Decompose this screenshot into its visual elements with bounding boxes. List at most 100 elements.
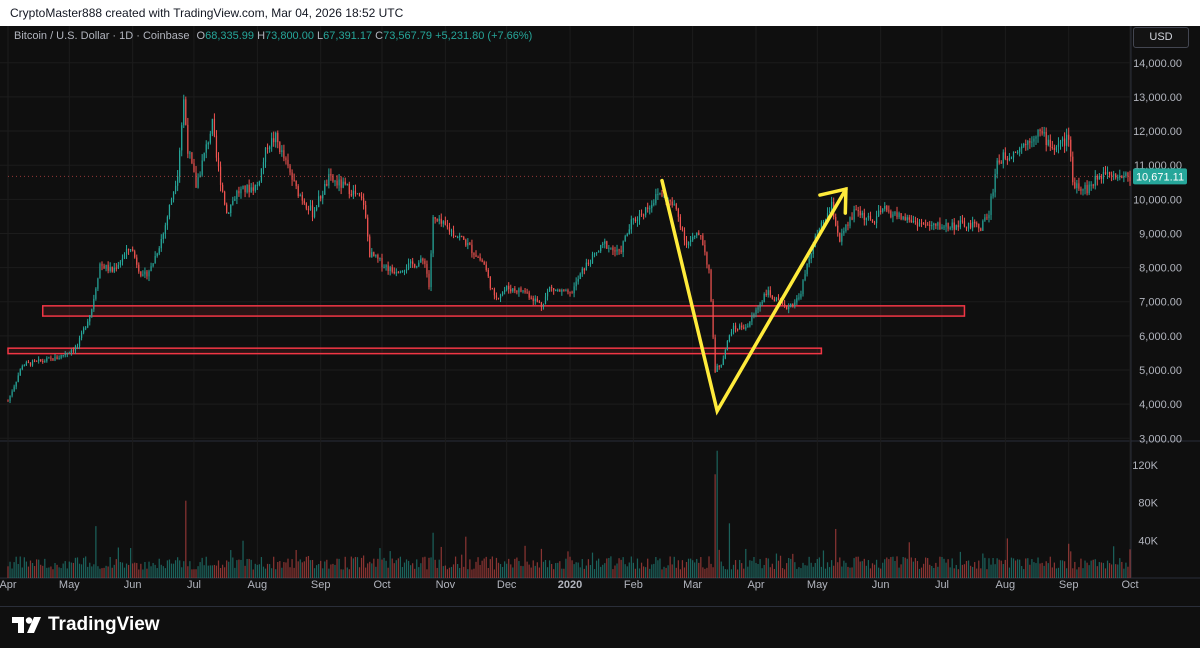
candle-body [955, 225, 957, 230]
candle-body [463, 236, 465, 240]
candle-body [546, 291, 549, 297]
candle-body [602, 243, 604, 245]
volume-bar [865, 565, 867, 578]
candle-body [501, 292, 504, 295]
close-label: C [375, 30, 384, 42]
volume-bar [483, 558, 485, 578]
candle-body [624, 236, 626, 242]
volume-bar [636, 558, 639, 578]
candle-body [929, 224, 931, 226]
volume-bar [332, 563, 334, 578]
volume-bar [632, 562, 634, 578]
volume-bar [708, 556, 710, 578]
volume-bar [365, 567, 367, 578]
candle-body [657, 193, 659, 195]
candle-body [1125, 172, 1127, 177]
candle-body [1035, 136, 1037, 139]
candle-body [258, 181, 260, 186]
volume-bar [976, 568, 978, 578]
candle-body [469, 242, 471, 245]
volume-bar [27, 566, 30, 578]
volume-bar [589, 564, 592, 578]
candle-body [78, 337, 81, 347]
candle-body [528, 292, 530, 298]
volume-bar [1004, 559, 1006, 578]
candle-body [332, 175, 334, 182]
volume-bar [669, 556, 671, 578]
volume-bar [880, 568, 882, 578]
volume-bar [438, 559, 440, 578]
volume-bar [1110, 564, 1113, 578]
volume-bar [195, 569, 197, 578]
candle-body [154, 255, 156, 264]
candle-body [119, 261, 122, 265]
candle-body [29, 362, 32, 366]
candle-body [367, 217, 369, 237]
volume-bar [236, 560, 238, 578]
candle-body [440, 218, 442, 224]
candle-body [89, 315, 91, 322]
volume-bar [228, 561, 230, 578]
candle-body [275, 132, 277, 143]
volume-bar [812, 566, 814, 578]
volume-bar [820, 566, 823, 578]
currency-button[interactable]: USD [1133, 27, 1189, 48]
candle-body [565, 290, 567, 292]
volume-bar [831, 560, 833, 578]
candle-body [207, 142, 209, 145]
volume-bar [730, 569, 733, 578]
volume-bar [990, 564, 992, 578]
candle-body [1082, 189, 1084, 191]
low-value: 67,391.17 [323, 30, 373, 42]
volume-bar [663, 566, 665, 578]
candle-body [170, 199, 173, 205]
volume-bar [375, 566, 377, 578]
candle-body [959, 220, 961, 228]
candle-body [414, 264, 416, 268]
volume-bar [224, 567, 226, 578]
volume-bar [344, 556, 346, 578]
volume-bar [426, 569, 428, 578]
volume-bar [1090, 560, 1092, 578]
candle-body [72, 350, 75, 352]
tradingview-logo[interactable]: TradingView [12, 614, 160, 636]
candle-body [471, 244, 473, 254]
candle-body [865, 217, 867, 221]
candle-body [1053, 148, 1055, 150]
volume-bar [673, 556, 675, 578]
volume-bar [340, 569, 342, 578]
volume-bar [285, 562, 287, 578]
candle-body [504, 289, 506, 293]
chart-area[interactable]: 14,000.00 13,000.00 12,000.00 11,000.00 10,0… [0, 26, 1200, 606]
volume-bar [136, 563, 138, 578]
price-chart[interactable]: 14,000.0013,000.0012,000.0011,000.0010,0… [0, 26, 1200, 606]
candle-body [953, 222, 955, 230]
candle-body [575, 281, 577, 287]
symbol-legend[interactable]: Bitcoin / U.S. Dollar · 1D · Coinbase O6… [14, 30, 532, 42]
candle-body [152, 263, 154, 267]
candle-body [64, 354, 66, 356]
volume-bar [1113, 546, 1115, 578]
candle-body [336, 180, 338, 186]
candle-body [863, 212, 865, 221]
volume-tick-label: 80K [1138, 498, 1158, 510]
volume-bar [598, 558, 600, 578]
volume-bar [197, 566, 199, 578]
last-price-text: 10,671.11 [1136, 171, 1184, 183]
volume-bar [230, 550, 232, 578]
volume-bar [401, 567, 404, 578]
volume-bar [514, 558, 516, 578]
time-axis[interactable]: Apr May Jun Jul Aug Sep Oct Nov Dec 2020 Feb Mar Apr… [0, 579, 1139, 591]
volume-bar [412, 563, 414, 578]
candle-body [23, 365, 25, 367]
volume-bar [630, 556, 632, 578]
volume-bar [902, 556, 904, 578]
volume-bar [444, 565, 446, 578]
volume-bar [281, 567, 283, 578]
volume-bar [23, 557, 25, 578]
price-axis[interactable]: 14,000.0013,000.0012,000.0011,000.0010,0… [1133, 58, 1182, 446]
candle-body [142, 274, 144, 276]
volume-bar [461, 554, 463, 578]
volume-bar [620, 559, 622, 578]
volume-bar [761, 568, 763, 578]
